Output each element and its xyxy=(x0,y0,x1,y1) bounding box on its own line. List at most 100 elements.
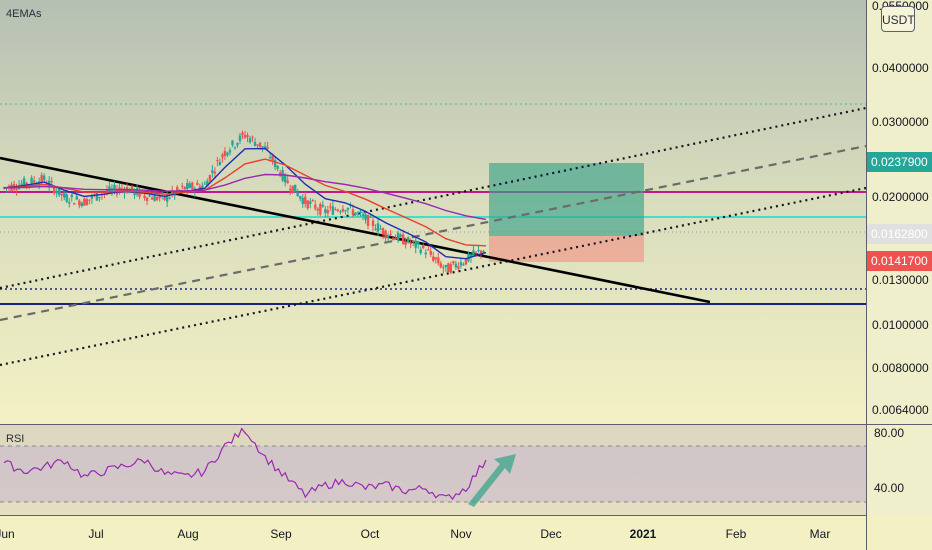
candle-body xyxy=(336,209,340,212)
candle-body xyxy=(344,210,347,212)
candle-body xyxy=(63,192,66,198)
candle-body xyxy=(150,197,154,200)
candle-body xyxy=(472,250,475,256)
candle-body xyxy=(334,209,337,211)
candle-body xyxy=(319,204,322,215)
candle-body xyxy=(389,233,392,235)
candle-body xyxy=(90,195,94,199)
candle-body xyxy=(296,192,299,197)
candle-body xyxy=(83,198,86,206)
candle-body xyxy=(391,237,395,240)
downtrend-line[interactable] xyxy=(0,156,711,304)
candle-body xyxy=(381,228,385,235)
candle-body xyxy=(236,142,239,146)
candle-body xyxy=(299,196,302,199)
candle-body xyxy=(15,188,18,191)
candle-body xyxy=(65,194,68,202)
candle-body xyxy=(176,186,179,191)
candle-body xyxy=(369,216,372,218)
candle-body xyxy=(294,184,297,193)
candle-body xyxy=(261,146,264,148)
rsi-legend[interactable]: RSI xyxy=(6,433,24,445)
price-badge xyxy=(867,251,932,271)
candle-body xyxy=(241,132,244,135)
price-badge-label: 0.0162800 xyxy=(871,227,928,241)
candle-body xyxy=(55,191,58,194)
candle-body xyxy=(70,194,73,197)
candle-body xyxy=(60,193,63,196)
time-axis-ticks[interactable]: Jun Jul Aug Sep Oct Nov Dec 2021 Feb Mar xyxy=(0,527,830,541)
time-tick-label: Feb xyxy=(726,527,747,541)
candle-body xyxy=(248,138,252,143)
ema-lines xyxy=(3,147,487,260)
candle-body xyxy=(148,195,151,197)
candle-body xyxy=(462,264,465,266)
candle-body xyxy=(414,240,417,248)
candle-body xyxy=(198,186,202,190)
candle-body xyxy=(314,204,317,209)
candle-body xyxy=(88,199,91,201)
candle-body xyxy=(304,196,307,204)
candle-body xyxy=(145,197,149,201)
indicator-legend[interactable]: 4EMAs xyxy=(6,8,42,20)
candle-body xyxy=(477,249,480,251)
candle-body xyxy=(20,183,23,186)
candle-body xyxy=(464,259,468,265)
candle-body xyxy=(251,136,254,138)
candle-body xyxy=(442,267,445,269)
price-tick-label: 0.0080000 xyxy=(872,361,929,375)
candle-body xyxy=(331,206,335,215)
candle-body xyxy=(35,184,38,186)
candle-body xyxy=(278,172,282,176)
candle-body xyxy=(218,161,222,166)
candle-body xyxy=(419,249,422,254)
candle-body xyxy=(221,154,224,158)
candle-body xyxy=(424,252,427,255)
candle-body xyxy=(351,209,355,215)
time-tick-label: Jun xyxy=(0,527,15,541)
candle-body xyxy=(95,191,99,201)
price-tick-label: 0.0200000 xyxy=(872,190,929,204)
candle-body xyxy=(359,211,362,214)
candle-body xyxy=(105,190,109,192)
rsi-series xyxy=(3,427,487,501)
candle-body xyxy=(168,197,171,199)
candle-body xyxy=(321,204,325,207)
candle-body xyxy=(427,249,430,251)
rsi-tick-label: 40.00 xyxy=(874,481,904,495)
rsi-line xyxy=(3,427,487,501)
candle-body xyxy=(449,264,453,273)
position-loss-zone[interactable] xyxy=(489,236,644,262)
candle-body xyxy=(138,189,141,197)
candle-body xyxy=(341,208,345,212)
price-tick-label: 0.0300000 xyxy=(872,115,929,129)
rsi-breakout-arrow[interactable] xyxy=(468,454,516,507)
mid-channel-line[interactable] xyxy=(0,144,867,322)
candle-body xyxy=(216,160,219,162)
price-tick-label: 0.0100000 xyxy=(872,318,929,332)
candle-body xyxy=(404,241,407,245)
candle-body xyxy=(469,254,473,258)
candle-body xyxy=(406,237,410,243)
price-axis-ticks[interactable]: 0.05500000.04000000.03000000.02000000.01… xyxy=(872,0,929,417)
candle-body xyxy=(432,256,435,261)
candle-body xyxy=(329,206,332,208)
candle-body xyxy=(439,263,443,268)
rsi-axis-ticks[interactable]: 80.00 40.00 xyxy=(874,426,904,495)
position-profit-zone[interactable] xyxy=(489,163,644,236)
candle-body xyxy=(188,183,191,188)
candle-body xyxy=(324,209,327,214)
candle-body xyxy=(75,196,79,200)
candle-body xyxy=(399,234,402,237)
candle-body xyxy=(268,156,272,158)
price-badge xyxy=(867,224,932,244)
candle-body xyxy=(401,234,405,245)
candle-body xyxy=(447,263,450,273)
time-tick-label: Nov xyxy=(450,527,471,541)
candle-body xyxy=(231,140,234,146)
candle-body xyxy=(158,195,161,199)
currency-button[interactable]: USDT xyxy=(881,6,915,32)
ema-mid-line xyxy=(3,158,487,247)
time-tick-label: 2021 xyxy=(630,527,657,541)
